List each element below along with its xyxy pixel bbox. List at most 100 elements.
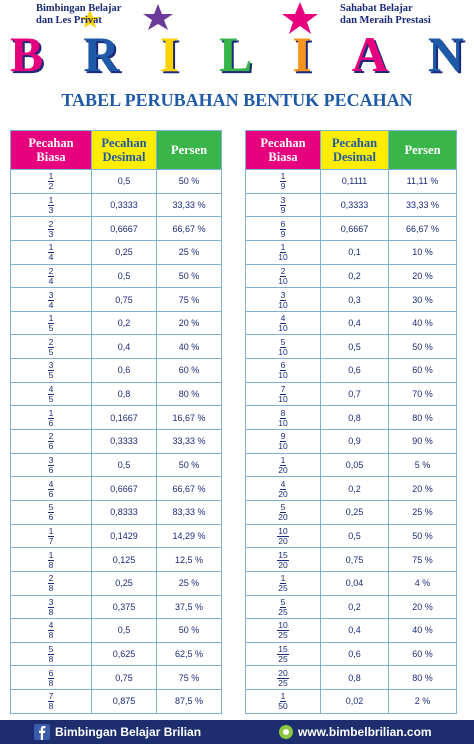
row: 3 9 0,3333 33,33 % (245, 192, 457, 218)
numerator: 6 (279, 360, 287, 372)
decimal-cell: 0,05 (320, 452, 389, 478)
row: 1 20 0,05 5 % (245, 452, 457, 478)
fraction: 4 10 (278, 314, 287, 333)
numerator: 4 (279, 478, 287, 490)
percent-cell: 14,29 % (156, 523, 222, 549)
row: 5 25 0,2 20 % (245, 594, 457, 620)
fraction-cell: 6 10 (245, 358, 321, 383)
decimal-cell: 0,1667 (91, 405, 157, 431)
fraction-cell: 4 10 (245, 310, 321, 336)
denominator: 5 (48, 370, 54, 381)
row: 4 5 0,8 80 % (10, 381, 222, 407)
decimal-cell: 0,5 (320, 523, 389, 549)
column-header: Persen (388, 130, 457, 170)
star (80, 10, 100, 28)
fraction-cell: 5 20 (245, 499, 321, 525)
percent-cell: 10 % (388, 239, 457, 265)
fraction: 1 50 (278, 692, 287, 711)
fraction: 4 20 (278, 478, 287, 499)
fraction-cell: 15 20 (245, 547, 321, 572)
column-header: Pecahan Desimal (91, 130, 157, 170)
numerator: 7 (279, 384, 287, 396)
decimal-cell: 0,25 (91, 239, 157, 265)
fraction: 15 20 (277, 550, 289, 570)
denominator: 25 (278, 677, 288, 688)
numerator: 10 (277, 620, 289, 632)
fraction-cell: 9 10 (245, 429, 321, 454)
percent-cell: 75 % (388, 547, 457, 572)
decimal-cell: 0,5 (91, 169, 157, 194)
numerator: 3 (279, 194, 287, 206)
percent-cell: 50 % (388, 523, 457, 549)
fraction-cell: 2 10 (245, 263, 321, 289)
decimal-cell: 0,75 (91, 287, 157, 312)
numerator: 6 (47, 667, 55, 679)
decimal-cell: 0,3333 (320, 192, 389, 218)
denominator: 10 (278, 299, 288, 310)
row: 4 8 0,5 50 % (10, 618, 222, 643)
decimal-cell: 0,3333 (91, 192, 157, 218)
logo-letter: L (218, 26, 253, 82)
column-header: Pecahan Biasa (10, 130, 92, 170)
fraction-cell: 3 10 (245, 287, 321, 312)
percent-cell: 50 % (388, 334, 457, 360)
denominator: 5 (48, 323, 54, 334)
numerator: 1 (279, 691, 287, 703)
row: 15 25 0,6 60 % (245, 641, 457, 667)
percent-cell: 62,5 % (156, 641, 222, 667)
denominator: 6 (48, 512, 54, 523)
percent-cell: 60 % (388, 358, 457, 383)
row: 1 2 0,5 50 % (10, 169, 222, 194)
denominator: 25 (278, 630, 288, 641)
fraction: 3 10 (278, 290, 288, 310)
row: 2 4 0,5 50 % (10, 263, 222, 289)
decimal-cell: 0,2 (320, 263, 389, 289)
row: 2 6 0,3333 33,33 % (10, 429, 222, 454)
decimal-cell: 0,4 (91, 334, 157, 360)
logo-letter: B (10, 26, 44, 82)
denominator: 8 (48, 630, 54, 641)
star (282, 2, 318, 34)
percent-cell: 33,33 % (156, 192, 222, 218)
denominator: 10 (278, 417, 288, 428)
percent-cell: 75 % (156, 665, 222, 691)
denominator: 4 (48, 275, 54, 286)
numerator: 4 (47, 478, 55, 490)
tagline: Bimbingan Belajar (36, 3, 122, 14)
percent-cell: 40 % (388, 618, 457, 643)
fraction-cell: 1 10 (245, 239, 321, 265)
percent-cell: 83,33 % (156, 499, 222, 525)
numerator: 1 (47, 525, 55, 537)
percent-cell: 16,67 % (156, 405, 222, 431)
decimal-cell: 0,2 (320, 476, 389, 501)
row: 1 3 0,3333 33,33 % (10, 192, 222, 218)
decimal-cell: 0,25 (91, 570, 157, 596)
percent-cell: 80 % (388, 405, 457, 431)
denominator: 9 (280, 204, 286, 215)
denominator: 10 (278, 275, 288, 286)
decimal-cell: 0,8 (91, 381, 157, 407)
row: 10 20 0,5 50 % (245, 523, 457, 549)
percent-cell: 60 % (156, 358, 222, 383)
percent-cell: 33,33 % (156, 429, 222, 454)
decimal-cell: 0,3 (320, 287, 389, 312)
fraction: 5 25 (278, 597, 287, 617)
decimal-cell: 0,875 (91, 689, 157, 714)
denominator: 50 (278, 701, 288, 712)
